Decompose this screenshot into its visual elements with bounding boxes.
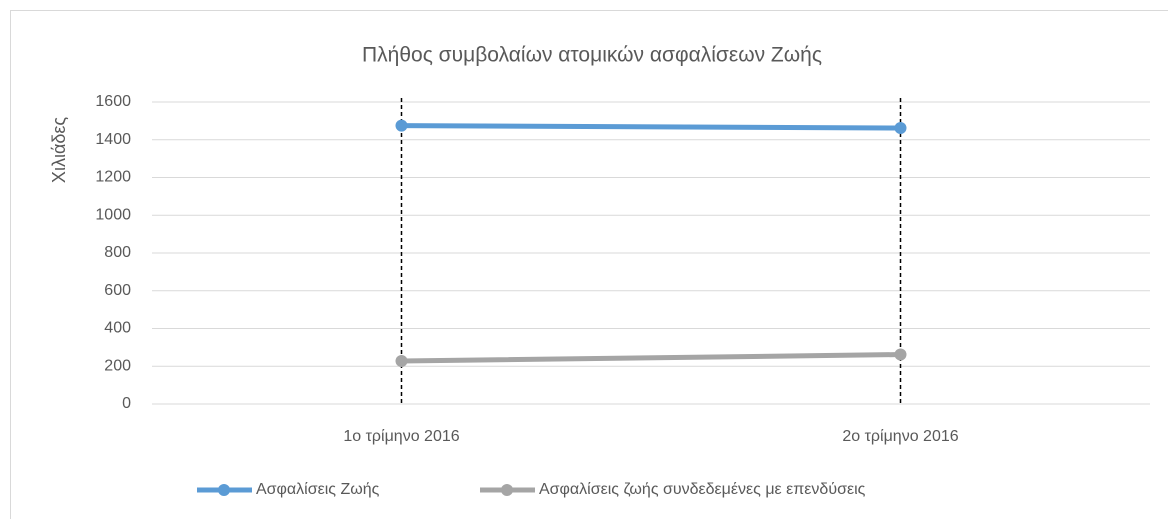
y-tick-label: 1400 [95, 131, 131, 148]
legend-marker [218, 484, 230, 496]
point [895, 349, 907, 361]
x-tick-label: 2ο τρίμηνο 2016 [842, 428, 958, 445]
point [396, 120, 408, 132]
x-tick-label: 1ο τρίμηνο 2016 [343, 428, 459, 445]
chart-title: Πλήθος συμβολαίων ατομικών ασφαλίσεων Ζω… [362, 44, 822, 67]
y-tick-label: 800 [104, 244, 131, 261]
point [895, 122, 907, 134]
y-tick-label: 1200 [95, 169, 131, 186]
y-tick-label: 600 [104, 282, 131, 299]
y-tick-label: 400 [104, 320, 131, 337]
y-tick-label: 0 [122, 395, 131, 412]
y-axis-label: Χιλιάδες [49, 117, 69, 183]
y-tick-label: 1600 [95, 93, 131, 110]
chart-border [11, 11, 1168, 520]
legend-label: Ασφαλίσεις ζωής συνδεδεμένες με επενδύσε… [539, 481, 866, 498]
legend-label: Ασφαλίσεις Ζωής [256, 481, 380, 498]
y-tick-label: 200 [104, 357, 131, 374]
y-tick-label: 1000 [95, 206, 131, 223]
point [396, 355, 408, 367]
series-line [402, 126, 901, 128]
legend-marker [501, 484, 513, 496]
